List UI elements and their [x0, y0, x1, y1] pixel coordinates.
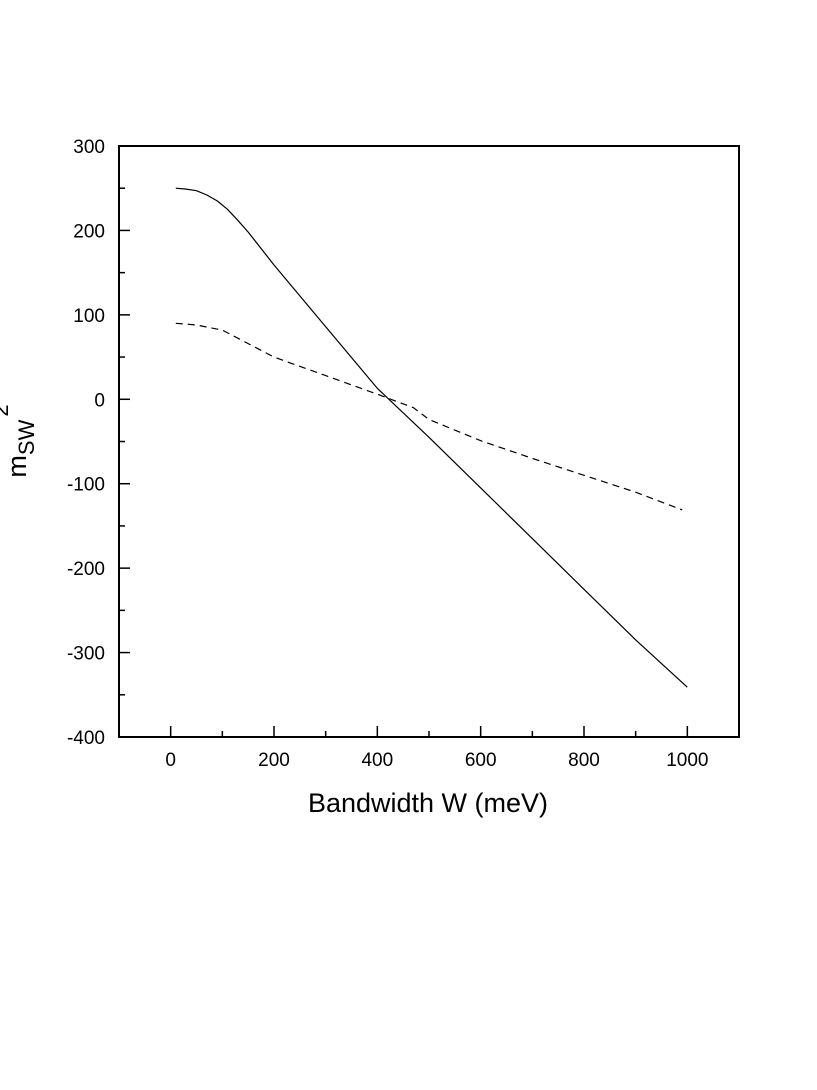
- y-tick-label: 0: [94, 390, 105, 411]
- y-tick-label: -200: [67, 559, 105, 580]
- y-axis-title: mSW2: [0, 404, 39, 477]
- x-tick-label: 800: [568, 750, 600, 771]
- y-tick-label: 200: [73, 221, 105, 242]
- y-axis-title-main: m: [2, 455, 32, 478]
- x-tick-label: 600: [465, 750, 497, 771]
- axis-tick-labels: 0 200 400 600 800 10003002001000-100-200-300-…: [67, 137, 709, 771]
- y-tick-label: -300: [67, 644, 105, 665]
- y-tick-label: -400: [67, 728, 105, 749]
- x-tick-label: 200: [258, 750, 290, 771]
- y-tick-label: 300: [73, 137, 105, 158]
- y-axis-title-sup: 2: [0, 404, 13, 416]
- series-layer: [175, 187, 688, 688]
- y-axis-title-sub: SW: [14, 419, 39, 455]
- series-line-dashed: [175, 322, 683, 511]
- axis-ticks: [119, 145, 689, 738]
- plot-frame: [118, 145, 740, 738]
- x-tick-label: 0: [165, 750, 176, 771]
- x-tick-label: 400: [361, 750, 393, 771]
- series-line-solid: [175, 187, 688, 688]
- y-tick-label: -100: [67, 475, 105, 496]
- y-tick-label: 100: [73, 306, 105, 327]
- x-tick-label: 1000: [666, 750, 708, 771]
- x-axis-title: Bandwidth W (meV): [308, 788, 548, 818]
